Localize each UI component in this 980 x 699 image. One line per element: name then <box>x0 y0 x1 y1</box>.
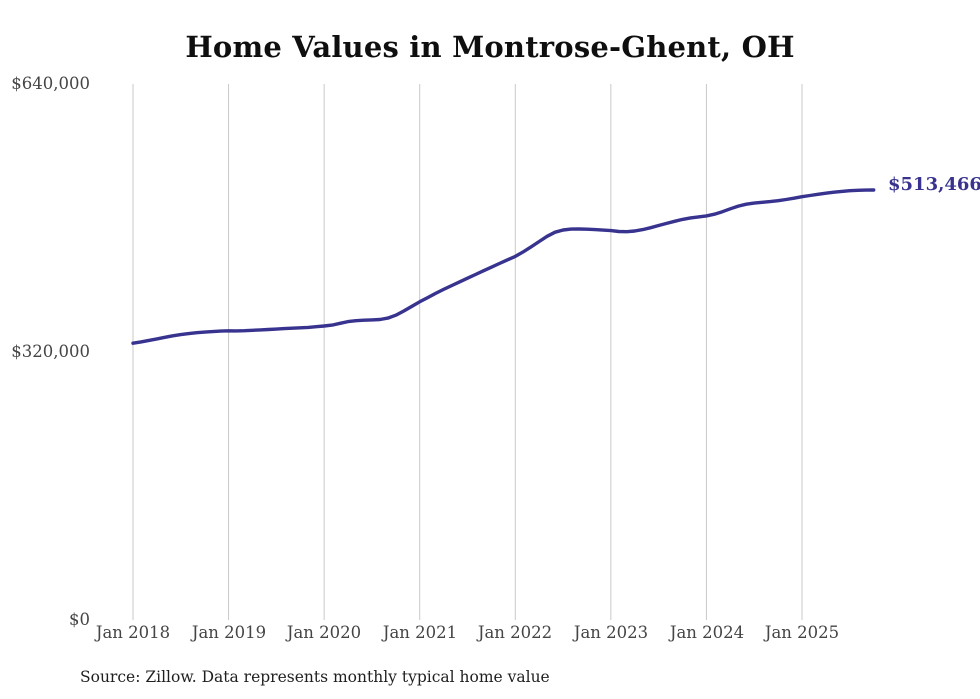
source-note: Source: Zillow. Data represents monthly … <box>80 668 550 686</box>
x-axis-tick-label-jan2025: Jan 2025 <box>764 623 840 642</box>
x-axis-tick-label-jan2018: Jan 2018 <box>95 623 171 642</box>
y-axis-tick-label-640000: $640,000 <box>11 74 90 93</box>
y-axis-tick-label-320000: $320,000 <box>11 342 90 361</box>
x-axis-tick-label-jan2019: Jan 2019 <box>191 623 267 642</box>
chart-title: Home Values in Montrose-Ghent, OH <box>185 30 795 64</box>
x-axis-tick-label-jan2021: Jan 2021 <box>382 623 458 642</box>
y-axis-tick-label-0: $0 <box>69 610 90 629</box>
latest-value-label: $513,466 <box>888 174 980 195</box>
x-axis-tick-label-jan2020: Jan 2020 <box>286 623 362 642</box>
home-value-line <box>131 188 876 345</box>
x-axis-tick-label-jan2022: Jan 2022 <box>477 623 553 642</box>
x-axis-tick-label-jan2024: Jan 2024 <box>669 623 745 642</box>
x-axis-tick-label-jan2023: Jan 2023 <box>573 623 649 642</box>
